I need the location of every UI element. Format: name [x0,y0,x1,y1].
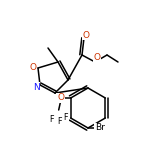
Text: F: F [63,112,68,121]
Text: O: O [83,31,90,40]
Text: N: N [33,83,39,92]
Text: O: O [57,93,64,102]
Text: Br: Br [95,123,105,133]
Text: F: F [49,114,54,123]
Text: O: O [93,54,100,62]
Text: F: F [57,117,62,126]
Text: O: O [29,64,36,73]
